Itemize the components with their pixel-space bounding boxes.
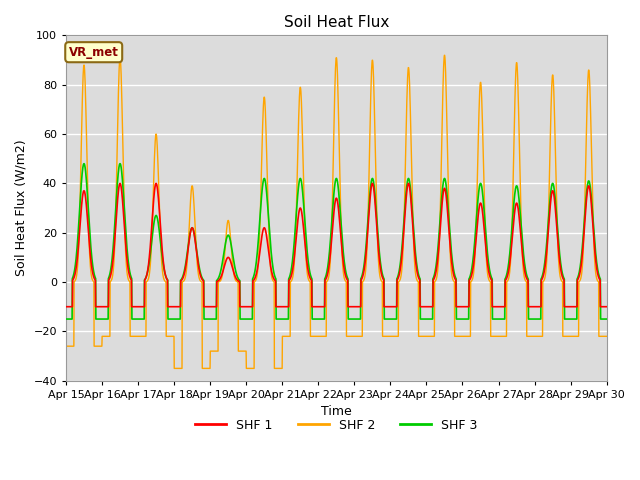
Title: Soil Heat Flux: Soil Heat Flux: [284, 15, 389, 30]
Text: VR_met: VR_met: [68, 46, 118, 59]
X-axis label: Time: Time: [321, 405, 352, 418]
Y-axis label: Soil Heat Flux (W/m2): Soil Heat Flux (W/m2): [15, 140, 28, 276]
Legend: SHF 1, SHF 2, SHF 3: SHF 1, SHF 2, SHF 3: [190, 414, 483, 437]
